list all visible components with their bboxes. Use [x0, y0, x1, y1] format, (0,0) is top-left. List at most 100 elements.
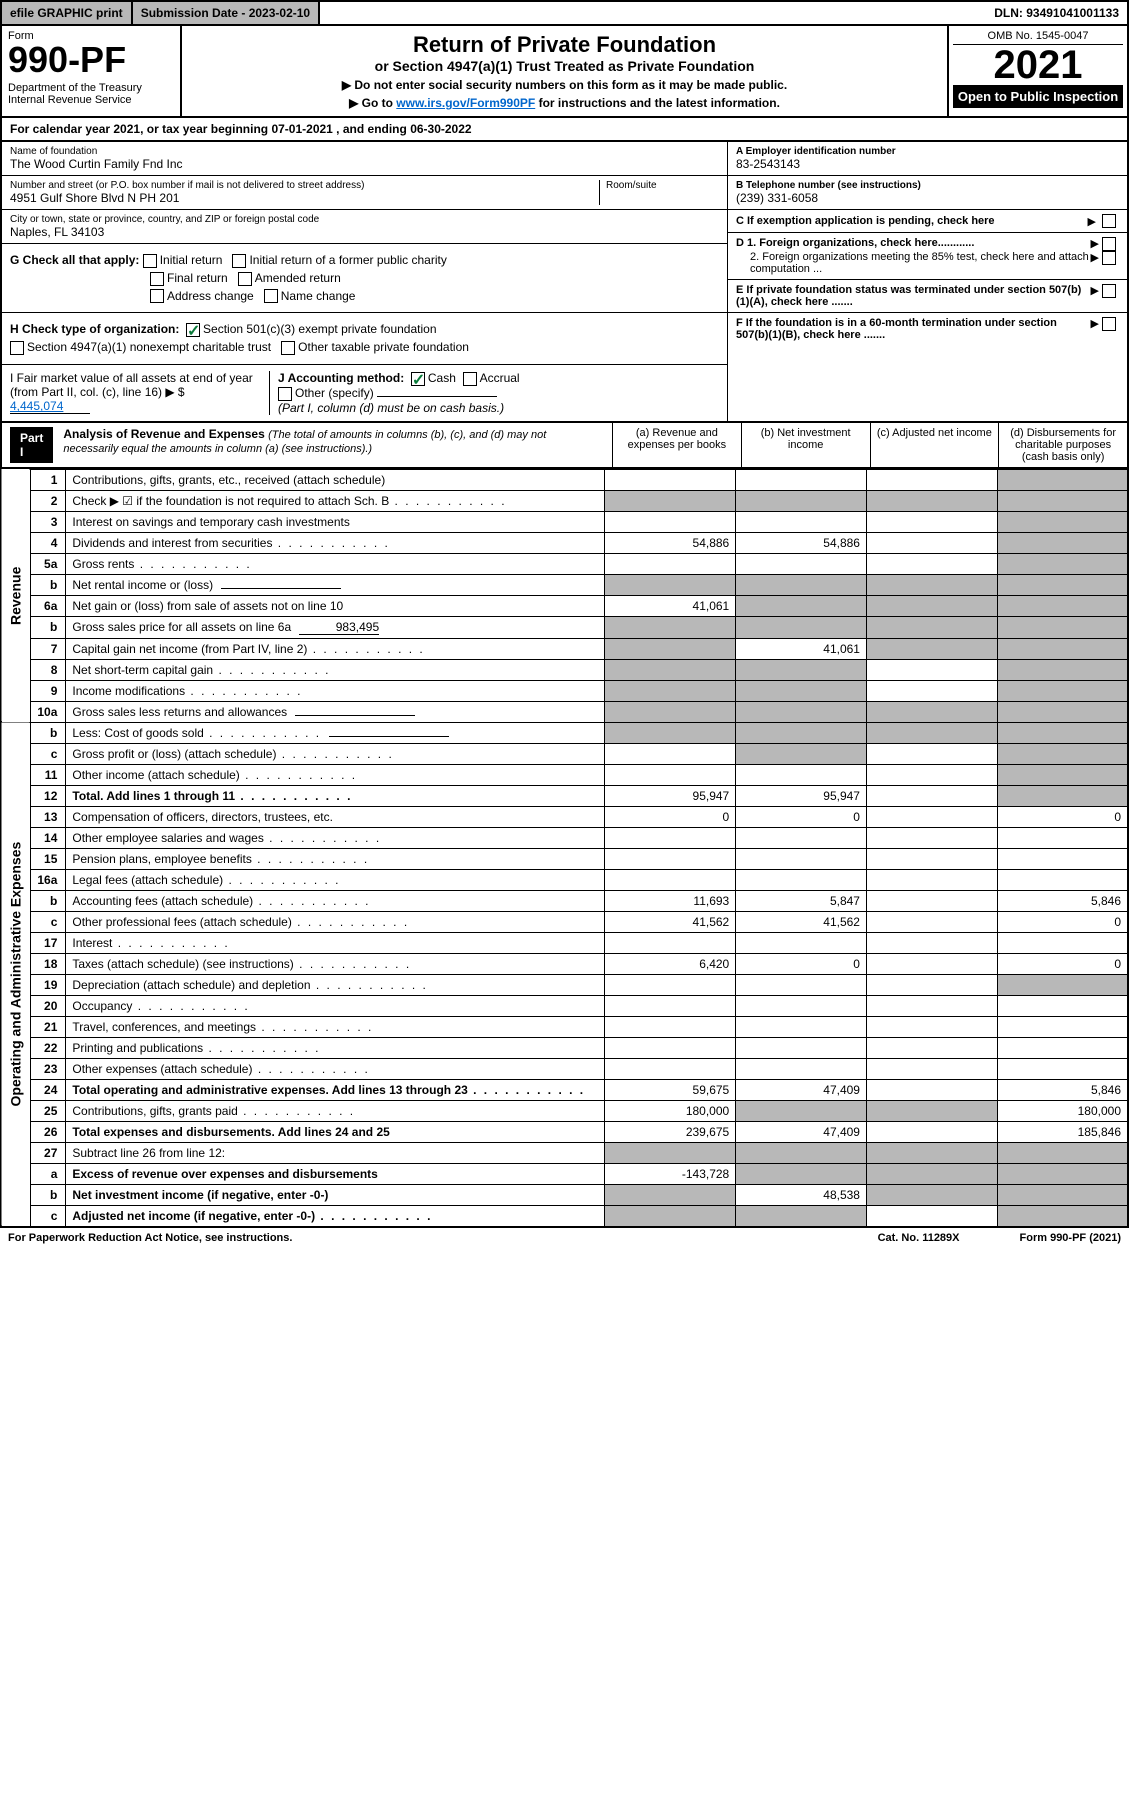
row-desc: Total. Add lines 1 through 11 [66, 785, 605, 806]
amended-return-checkbox[interactable] [238, 272, 252, 286]
cell-d [997, 532, 1128, 553]
table-row: 2Check ▶ ☑ if the foundation is not requ… [1, 490, 1128, 511]
d2-checkbox[interactable] [1102, 251, 1116, 265]
cell-a [605, 1184, 736, 1205]
cell-d [997, 1016, 1128, 1037]
cell-b [736, 1100, 867, 1121]
cell-a: 59,675 [605, 1079, 736, 1100]
efile-label[interactable]: efile GRAPHIC print [2, 2, 133, 24]
cell-b [736, 1163, 867, 1184]
row-desc: Total expenses and disbursements. Add li… [66, 1121, 605, 1142]
other-taxable-checkbox[interactable] [281, 341, 295, 355]
f-checkbox[interactable] [1102, 317, 1116, 331]
room-label: Room/suite [606, 180, 719, 191]
initial-former-checkbox[interactable] [232, 254, 246, 268]
cell-b [736, 1142, 867, 1163]
row-number: b [31, 890, 66, 911]
cell-d [997, 974, 1128, 995]
cell-a [605, 974, 736, 995]
fmv-value[interactable]: 4,445,074 [10, 399, 90, 414]
cell-b [736, 680, 867, 701]
cell-d [997, 869, 1128, 890]
row-number: b [31, 616, 66, 638]
cell-d [997, 469, 1128, 490]
table-row: 3Interest on savings and temporary cash … [1, 511, 1128, 532]
table-row: 12Total. Add lines 1 through 1195,94795,… [1, 785, 1128, 806]
cell-b: 54,886 [736, 532, 867, 553]
final-return-checkbox[interactable] [150, 272, 164, 286]
cell-d [997, 1163, 1128, 1184]
instructions-link[interactable]: www.irs.gov/Form990PF [396, 96, 535, 110]
row-number: 13 [31, 806, 66, 827]
row-desc: Other professional fees (attach schedule… [66, 911, 605, 932]
accrual-checkbox[interactable] [463, 372, 477, 386]
cell-c [866, 848, 997, 869]
year-begin: 07-01-2021 [271, 122, 332, 136]
address: 4951 Gulf Shore Blvd N PH 201 [10, 191, 599, 205]
cell-c [866, 638, 997, 659]
row-desc: Gross rents [66, 553, 605, 574]
cell-c [866, 785, 997, 806]
form-title: Return of Private Foundation [188, 32, 941, 58]
cell-c [866, 827, 997, 848]
c-checkbox[interactable] [1102, 214, 1116, 228]
cell-c [866, 469, 997, 490]
city-label: City or town, state or province, country… [10, 214, 719, 225]
cell-d [997, 701, 1128, 722]
row-number: 21 [31, 1016, 66, 1037]
row-desc: Other income (attach schedule) [66, 764, 605, 785]
info-grid: Name of foundation The Wood Curtin Famil… [0, 142, 1129, 423]
table-row: 8Net short-term capital gain [1, 659, 1128, 680]
table-row: 24Total operating and administrative exp… [1, 1079, 1128, 1100]
year-end: 06-30-2022 [410, 122, 471, 136]
cell-b: 41,562 [736, 911, 867, 932]
row-number: c [31, 911, 66, 932]
e-checkbox[interactable] [1102, 284, 1116, 298]
cell-b [736, 574, 867, 595]
cell-a [605, 995, 736, 1016]
row-number: 16a [31, 869, 66, 890]
address-change-checkbox[interactable] [150, 289, 164, 303]
form-number: 990-PF [8, 42, 174, 78]
cell-c [866, 680, 997, 701]
cash-checkbox[interactable] [411, 372, 425, 386]
form-header: Form 990-PF Department of the Treasury I… [0, 26, 1129, 118]
cell-c [866, 595, 997, 616]
cell-b [736, 595, 867, 616]
row-number: b [31, 574, 66, 595]
cell-b [736, 490, 867, 511]
name-change-checkbox[interactable] [264, 289, 278, 303]
cell-d: 185,846 [997, 1121, 1128, 1142]
col-d-header: (d) Disbursements for charitable purpose… [998, 423, 1127, 467]
row-desc: Contributions, gifts, grants paid [66, 1100, 605, 1121]
row-desc: Travel, conferences, and meetings [66, 1016, 605, 1037]
revenue-side-label: Revenue [1, 469, 31, 722]
row-number: 10a [31, 701, 66, 722]
row-number: 2 [31, 490, 66, 511]
cell-b [736, 827, 867, 848]
4947a1-checkbox[interactable] [10, 341, 24, 355]
cell-d [997, 1037, 1128, 1058]
cell-c [866, 1079, 997, 1100]
501c3-checkbox[interactable] [186, 323, 200, 337]
table-row: bNet investment income (if negative, ent… [1, 1184, 1128, 1205]
d1-checkbox[interactable] [1102, 237, 1116, 251]
row-desc: Pension plans, employee benefits [66, 848, 605, 869]
row-number: 18 [31, 953, 66, 974]
phone-label: B Telephone number (see instructions) [736, 180, 1119, 191]
table-row: 10aGross sales less returns and allowanc… [1, 701, 1128, 722]
row-number: a [31, 1163, 66, 1184]
cell-a [605, 932, 736, 953]
cell-c [866, 511, 997, 532]
cell-a [605, 1058, 736, 1079]
table-row: 19Depreciation (attach schedule) and dep… [1, 974, 1128, 995]
other-method-checkbox[interactable] [278, 387, 292, 401]
form-subtitle: or Section 4947(a)(1) Trust Treated as P… [188, 58, 941, 74]
initial-return-checkbox[interactable] [143, 254, 157, 268]
table-row: cAdjusted net income (if negative, enter… [1, 1205, 1128, 1227]
row-desc: Taxes (attach schedule) (see instruction… [66, 953, 605, 974]
row-number: 6a [31, 595, 66, 616]
table-row: 15Pension plans, employee benefits [1, 848, 1128, 869]
row-desc: Occupancy [66, 995, 605, 1016]
row-desc: Net short-term capital gain [66, 659, 605, 680]
